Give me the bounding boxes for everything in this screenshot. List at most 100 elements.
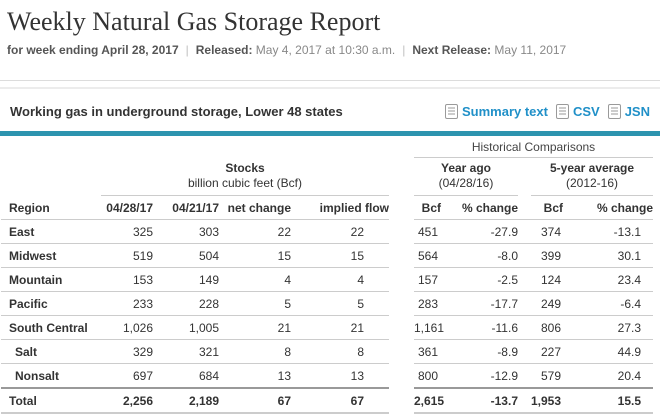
- column-header-year-ago-pct-change: % change: [441, 195, 518, 220]
- five-year-bcf: 124: [531, 267, 563, 292]
- region-label: Mountain: [1, 267, 101, 292]
- year-ago-bcf: 157: [414, 267, 441, 292]
- gap-cell: [518, 387, 531, 414]
- next-release-label: Next Release:: [412, 43, 492, 57]
- released-value: May 4, 2017 at 10:30 a.m.: [255, 43, 396, 57]
- year-ago-pct-change: -13.7: [441, 387, 518, 414]
- separator: |: [185, 43, 189, 57]
- next-release-value: May 11, 2017: [494, 43, 567, 57]
- spacer-cell: [389, 292, 414, 316]
- table-row: Midwest 519 504 15 15 564 -8.0 399 30.1: [1, 243, 654, 268]
- spacer-cell: [389, 388, 414, 413]
- region-label: Salt: [1, 339, 101, 364]
- region-label: Pacific: [1, 291, 101, 316]
- column-header-five-year-bcf: Bcf: [531, 195, 563, 220]
- gap-cell: [518, 219, 531, 244]
- stock-prior-week: 1,005: [153, 315, 219, 340]
- region-label: East: [1, 219, 101, 244]
- column-header-five-year-pct-change: % change: [563, 195, 654, 220]
- section-header: Working gas in underground storage, Lowe…: [0, 89, 660, 131]
- table-row: Salt 329 321 8 8 361 -8.9 227 44.9: [1, 339, 654, 364]
- five-year-group-header: 5-year average (2012-16): [531, 157, 654, 196]
- implied-flow: 67: [291, 387, 389, 414]
- five-year-bcf: 806: [531, 315, 563, 340]
- stock-prior-week: 684: [153, 363, 219, 389]
- jsn-link[interactable]: JSN: [607, 104, 650, 119]
- document-icon[interactable]: [555, 104, 569, 119]
- document-icon[interactable]: [444, 104, 458, 119]
- csv-label[interactable]: CSV: [572, 104, 600, 119]
- implied-flow: 5: [291, 291, 389, 316]
- five-year-bcf: 399: [531, 243, 563, 268]
- year-ago-pct-change: -8.9: [441, 339, 518, 364]
- five-year-pct-change: -6.4: [563, 291, 654, 316]
- gap-cell: [518, 195, 531, 220]
- page-title: Weekly Natural Gas Storage Report: [7, 7, 381, 36]
- empty-cell: [1, 158, 101, 196]
- year-ago-bcf: 800: [414, 363, 441, 389]
- stock-prior-week: 321: [153, 339, 219, 364]
- year-ago-group-header: Year ago (04/28/16): [414, 157, 518, 196]
- summary-text-link[interactable]: Summary text: [444, 104, 548, 119]
- net-change: 5: [219, 291, 291, 316]
- report-meta-line: for week ending April 28, 2017 | Released:…: [7, 43, 653, 57]
- table-body: East 325 303 22 22 451 -27.9 374 -13.1 M…: [1, 219, 654, 414]
- summary-text-label[interactable]: Summary text: [461, 104, 548, 119]
- five-year-pct-change: 27.3: [563, 315, 654, 340]
- five-year-title: 5-year average: [549, 161, 635, 175]
- stock-current-week: 329: [101, 339, 153, 364]
- empty-cell: [1, 136, 414, 158]
- stock-prior-week: 228: [153, 291, 219, 316]
- stocks-subtitle: billion cubic feet (Bcf): [187, 176, 303, 190]
- column-header-year-ago-bcf: Bcf: [414, 195, 441, 220]
- region-label: South Central: [1, 315, 101, 340]
- table-row: East 325 303 22 22 451 -27.9 374 -13.1: [1, 219, 654, 244]
- five-year-bcf: 1,953: [531, 387, 563, 414]
- five-year-pct-change: 20.4: [563, 363, 654, 389]
- csv-link[interactable]: CSV: [555, 104, 600, 119]
- spacer-cell: [389, 158, 414, 196]
- region-label: Midwest: [1, 243, 101, 268]
- page-header: Weekly Natural Gas Storage Report for we…: [0, 0, 660, 58]
- group-header-row: Stocks billion cubic feet (Bcf) Year ago…: [1, 157, 654, 196]
- released-label: Released:: [195, 43, 253, 57]
- net-change: 8: [219, 339, 291, 364]
- historical-comparisons-row: Historical Comparisons: [1, 136, 654, 158]
- year-ago-pct-change: -8.0: [441, 243, 518, 268]
- spacer-cell: [389, 244, 414, 268]
- stock-current-week: 697: [101, 363, 153, 389]
- week-ending-label: for week ending April 28, 2017: [7, 43, 179, 57]
- document-icon[interactable]: [607, 104, 621, 119]
- five-year-bcf: 227: [531, 339, 563, 364]
- spacer-cell: [389, 220, 414, 244]
- stock-prior-week: 149: [153, 267, 219, 292]
- jsn-label[interactable]: JSN: [624, 104, 650, 119]
- spacer-cell: [389, 268, 414, 292]
- table-row: Total 2,256 2,189 67 67 2,615 -13.7 1,95…: [1, 387, 654, 414]
- implied-flow: 13: [291, 363, 389, 389]
- year-ago-bcf: 1,161: [414, 315, 444, 340]
- column-header-implied-flow: implied flow: [291, 195, 389, 220]
- table-row: Pacific 233 228 5 5 283 -17.7 249 -6.4: [1, 291, 654, 316]
- implied-flow: 8: [291, 339, 389, 364]
- table-row: South Central 1,026 1,005 21 21 1,161 -1…: [1, 315, 654, 340]
- column-header-prior-week: 04/21/17: [153, 195, 219, 220]
- five-year-pct-change: 15.5: [563, 387, 654, 414]
- gap-cell: [518, 291, 531, 316]
- column-header-region: Region: [1, 195, 101, 220]
- gap-cell: [518, 243, 531, 268]
- year-ago-title: Year ago: [440, 161, 492, 175]
- stock-prior-week: 504: [153, 243, 219, 268]
- region-label: Total: [1, 387, 101, 414]
- gap-cell: [518, 315, 531, 340]
- storage-table: Historical Comparisons Stocks billion cu…: [1, 136, 654, 414]
- table-row: Mountain 153 149 4 4 157 -2.5 124 23.4: [1, 267, 654, 292]
- stock-current-week: 325: [101, 219, 153, 244]
- five-year-bcf: 249: [531, 291, 563, 316]
- year-ago-bcf: 2,615: [414, 387, 444, 414]
- gap-cell: [518, 363, 531, 389]
- stock-current-week: 153: [101, 267, 153, 292]
- year-ago-pct-change: -12.9: [441, 363, 518, 389]
- net-change: 21: [219, 315, 291, 340]
- download-links: Summary text CSV JSN: [444, 104, 650, 119]
